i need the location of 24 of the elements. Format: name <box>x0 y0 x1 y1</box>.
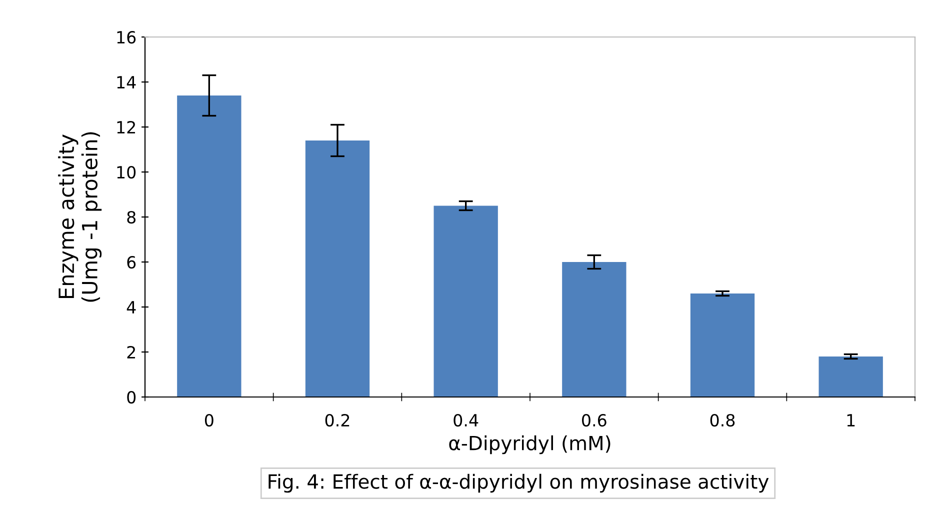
y-tick-label: 12 <box>117 120 135 134</box>
y-tick-label: 8 <box>127 210 136 224</box>
y-tick-label: 14 <box>117 76 136 88</box>
bar <box>434 206 498 397</box>
y-axis-title: Enzyme activity (Umg -1 protein) <box>58 132 102 302</box>
x-tick-label: 0.8 <box>710 414 735 427</box>
bar <box>177 96 242 397</box>
x-tick-label: 0.6 <box>582 414 606 427</box>
bar <box>690 294 755 397</box>
y-tick-label: 2 <box>127 346 135 358</box>
y-tick-label: 10 <box>117 166 136 179</box>
caption: Fig. 4: Effect of α-α-dipyridyl on myrosinase activity <box>268 474 769 493</box>
y-tick-label: 6 <box>127 256 136 269</box>
y-tick-label: 4 <box>126 301 136 314</box>
y-tick-label: 0 <box>127 390 136 404</box>
bar <box>562 262 626 397</box>
bar <box>818 356 883 397</box>
x-tick-label: 1 <box>847 414 855 426</box>
x-tick-label: 0 <box>204 414 214 427</box>
bar <box>305 140 370 397</box>
y-tick-label: 16 <box>117 30 136 44</box>
x-axis-title: α-Dipyridyl (mM) <box>449 435 610 454</box>
x-tick-label: 0.2 <box>325 414 350 427</box>
x-tick-label: 0.4 <box>454 414 478 427</box>
